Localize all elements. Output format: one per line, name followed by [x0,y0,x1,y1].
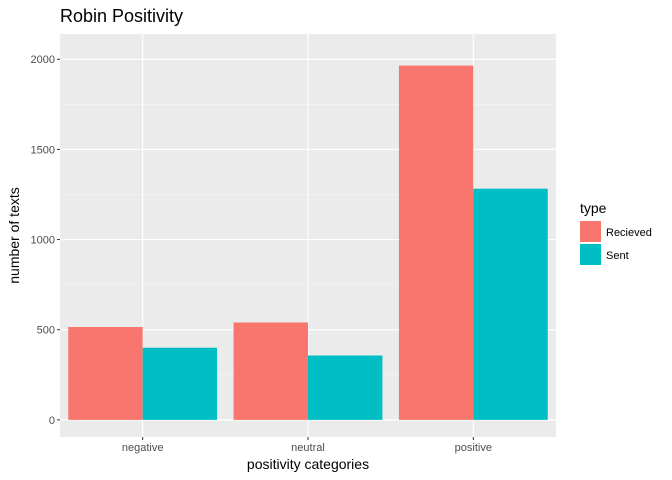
legend-key-recieved [580,221,601,242]
x-axis-title: positivity categories [247,456,369,472]
bar-recieved-positive [398,65,474,420]
bar-recieved-negative [68,327,143,420]
bar-recieved-neutral [233,322,308,420]
chart-title: Robin Positivity [60,6,183,26]
legend-title: type [580,200,607,216]
x-tick-label: positive [455,442,492,454]
y-tick-label: 1500 [31,144,55,156]
legend-key-sent [580,244,601,265]
y-tick-label: 0 [49,415,55,427]
bar-sent-positive [473,188,548,420]
y-axis-title: number of texts [6,187,22,284]
legend-label-recieved: Recieved [606,227,652,239]
legend: type Recieved Sent [580,200,652,265]
x-tick-label: neutral [291,442,325,454]
x-axis: negative neutral positive [122,437,492,454]
y-tick-label: 1000 [31,235,55,247]
bars [68,65,548,420]
y-tick-label: 2000 [31,54,55,66]
legend-label-sent: Sent [606,250,629,262]
bar-sent-negative [142,347,218,420]
x-tick-label: negative [122,442,164,454]
bar-sent-neutral [308,355,383,420]
y-tick-label: 500 [37,325,55,337]
y-axis: 0 500 1000 1500 2000 [31,54,60,427]
